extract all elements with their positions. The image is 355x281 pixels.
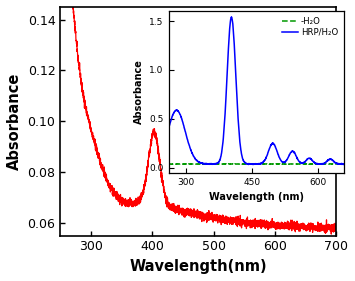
-H₂O [342, 162, 346, 166]
-H₂O [185, 162, 189, 166]
-H₂O [166, 162, 171, 166]
Line: HRP/H₂O: HRP/H₂O [169, 17, 344, 164]
X-axis label: Wavelength(nm): Wavelength(nm) [129, 259, 267, 274]
HRP/H₂O [304, 159, 308, 162]
-H₂O [342, 162, 346, 166]
-H₂O [307, 162, 311, 166]
HRP/H₂O [307, 157, 311, 160]
Y-axis label: Absorbance: Absorbance [134, 60, 144, 124]
HRP/H₂O [288, 153, 292, 156]
HRP/H₂O [251, 163, 255, 166]
-H₂O [287, 162, 291, 166]
-H₂O [304, 163, 308, 166]
HRP/H₂O [229, 15, 234, 19]
HRP/H₂O [185, 134, 189, 138]
-H₂O [244, 162, 248, 166]
Legend: -H₂O, HRP/H₂O: -H₂O, HRP/H₂O [280, 15, 340, 39]
X-axis label: Wavelength (nm): Wavelength (nm) [209, 192, 304, 202]
-H₂O [304, 162, 308, 166]
Y-axis label: Absorbance: Absorbance [7, 72, 22, 170]
HRP/H₂O [238, 140, 242, 144]
-H₂O [237, 162, 242, 166]
HRP/H₂O [166, 127, 171, 130]
HRP/H₂O [342, 162, 346, 166]
HRP/H₂O [244, 162, 248, 165]
